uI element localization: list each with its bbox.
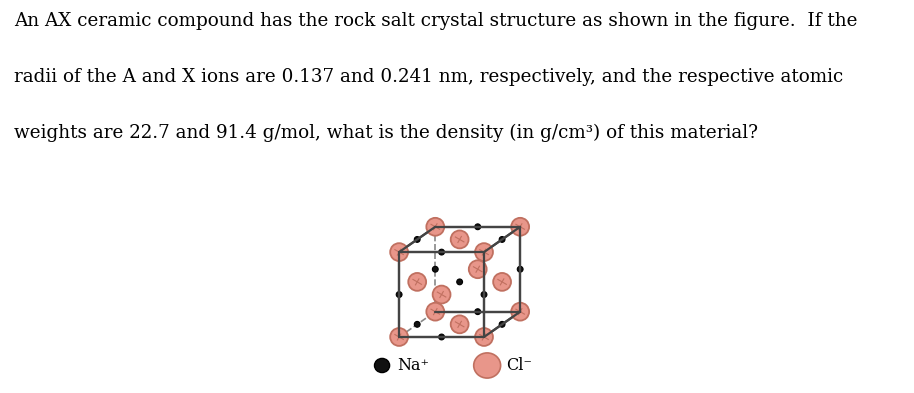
Circle shape [414,237,420,242]
Circle shape [499,237,505,242]
Text: Cl⁻: Cl⁻ [506,357,532,374]
Circle shape [390,243,408,261]
Circle shape [475,328,493,346]
Circle shape [426,303,444,321]
Circle shape [481,292,487,298]
Circle shape [451,316,469,333]
Circle shape [451,231,469,248]
Circle shape [517,266,523,272]
Circle shape [375,358,389,373]
Circle shape [409,273,426,291]
Text: weights are 22.7 and 91.4 g/mol, what is the density (in g/cm³) of this material: weights are 22.7 and 91.4 g/mol, what is… [14,124,758,142]
Circle shape [475,243,493,261]
Circle shape [499,321,505,327]
Circle shape [439,249,444,255]
Circle shape [469,260,486,278]
Circle shape [457,279,462,285]
Circle shape [494,273,511,291]
Text: Na⁺: Na⁺ [397,357,429,374]
Text: An AX ceramic compound has the rock salt crystal structure as shown in the figur: An AX ceramic compound has the rock salt… [14,12,857,30]
Circle shape [439,334,444,340]
Circle shape [474,309,481,314]
Text: radii of the A and X ions are 0.137 and 0.241 nm, respectively, and the respecti: radii of the A and X ions are 0.137 and … [14,68,843,86]
Circle shape [511,218,529,236]
Circle shape [474,224,481,230]
Circle shape [397,292,402,298]
Circle shape [390,328,408,346]
Circle shape [426,218,444,236]
Circle shape [511,303,529,321]
Circle shape [432,266,438,272]
Circle shape [473,353,501,378]
Circle shape [414,321,420,327]
Circle shape [432,286,451,303]
